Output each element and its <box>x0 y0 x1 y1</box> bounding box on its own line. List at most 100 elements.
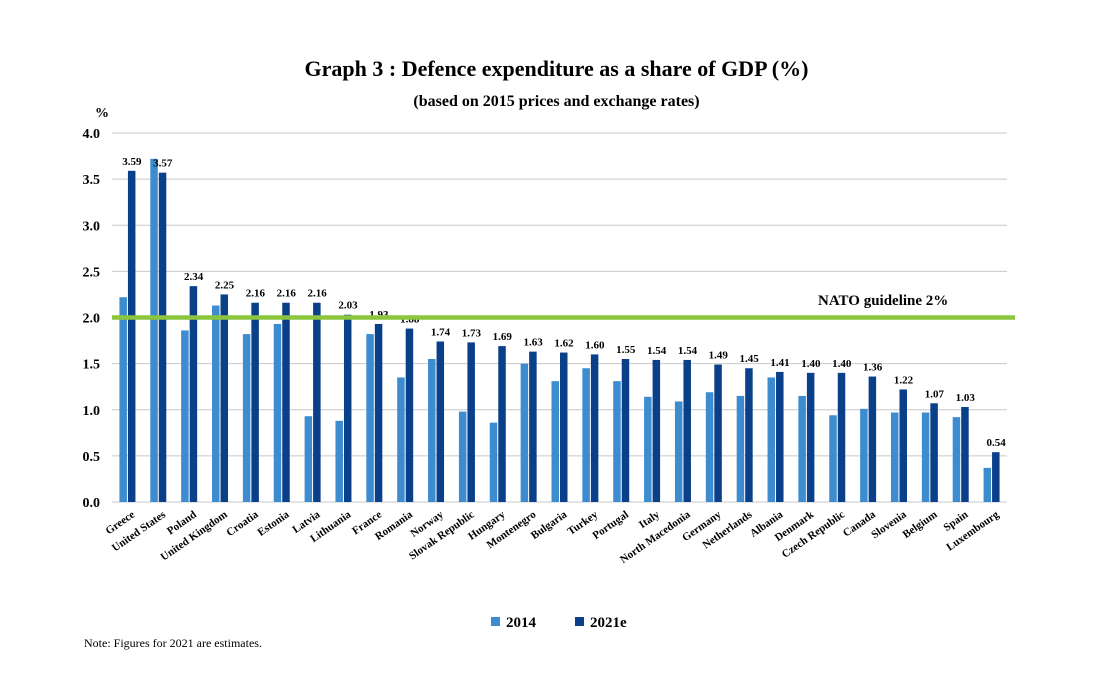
bar-2014 <box>366 334 374 502</box>
bar-2021e <box>652 359 661 502</box>
y-tick-label: 2.0 <box>83 312 101 327</box>
bar-2014 <box>767 377 776 502</box>
data-label: 2.34 <box>184 271 204 283</box>
bar-2021e <box>776 371 784 502</box>
bar-2021e <box>158 172 167 503</box>
data-label: 2.16 <box>246 288 266 300</box>
bar-2021e <box>745 368 753 502</box>
chart-subtitle: (based on 2015 prices and exchange rates… <box>413 93 700 110</box>
y-tick-label: 2.5 <box>83 265 101 280</box>
bar-2021e <box>899 389 907 502</box>
data-label: 3.59 <box>122 156 142 168</box>
bar-2021e <box>590 354 599 502</box>
data-label: 1.07 <box>925 388 945 400</box>
bar-2014 <box>150 158 158 502</box>
bar-2021e <box>560 352 568 502</box>
bar-2014 <box>952 417 961 502</box>
bar-2014 <box>582 368 590 502</box>
bar-2014 <box>428 359 436 502</box>
bar-2021e <box>714 364 722 502</box>
data-label: 3.57 <box>153 158 173 170</box>
data-label: 1.74 <box>431 326 451 338</box>
data-label: 1.63 <box>524 337 544 349</box>
bar-2014 <box>489 422 498 502</box>
data-label: 1.54 <box>678 345 698 357</box>
data-label: 1.55 <box>616 344 636 356</box>
y-tick-label: 3.5 <box>83 173 101 188</box>
legend-swatch-2021e <box>575 617 584 626</box>
data-label: 1.49 <box>709 350 729 362</box>
data-label: 2.16 <box>307 288 327 300</box>
bar-2014 <box>921 412 930 502</box>
data-label: 1.40 <box>832 358 852 370</box>
y-tick-label: 0.5 <box>83 450 101 465</box>
bar-2021e <box>961 406 969 502</box>
bar-2014 <box>458 411 467 502</box>
bar-2021e <box>930 403 938 502</box>
data-label: 2.25 <box>215 279 235 291</box>
bar-2021e <box>529 351 537 502</box>
data-label: 1.41 <box>770 357 789 369</box>
legend-label-2014: 2014 <box>506 615 537 631</box>
bar-2021e <box>837 372 846 502</box>
bar-2014 <box>551 381 559 502</box>
bar-2014 <box>119 297 127 502</box>
data-label: 2.03 <box>338 300 358 312</box>
bar-2014 <box>644 396 652 502</box>
bar-2021e <box>868 376 877 502</box>
nato-guideline-label: NATO guideline 2% <box>818 293 948 309</box>
bar-2021e <box>282 302 290 502</box>
data-label: 1.22 <box>894 374 914 386</box>
bar-2014 <box>860 408 868 502</box>
bar-2014 <box>212 305 220 502</box>
bar-2021e <box>806 372 815 502</box>
bar-2021e <box>621 359 630 502</box>
bar-2021e <box>251 302 259 502</box>
data-label: 1.40 <box>801 358 821 370</box>
bar-2014 <box>304 416 313 502</box>
bar-2021e <box>498 346 506 502</box>
bar-2021e <box>374 323 383 502</box>
data-label: 2.16 <box>277 288 297 300</box>
bar-2014 <box>181 330 189 502</box>
x-tick-label: Bulgaria <box>529 508 570 542</box>
data-label: 0.54 <box>986 437 1006 449</box>
y-axis-label: % <box>95 106 109 121</box>
bar-2021e <box>313 302 321 502</box>
bar-2014 <box>397 377 405 502</box>
x-tick-label: Estonia <box>256 508 292 538</box>
data-label: 1.03 <box>956 392 976 404</box>
bar-2021e <box>405 328 414 502</box>
bar-2014 <box>520 363 529 502</box>
bar-2014 <box>829 415 837 502</box>
y-tick-label: 4.0 <box>83 127 101 142</box>
bar-2021e <box>467 342 475 502</box>
data-label: 1.73 <box>462 327 482 339</box>
legend-label-2021e: 2021e <box>590 615 627 631</box>
bar-2014 <box>335 420 343 502</box>
bar-2021e <box>436 341 445 502</box>
bar-2014 <box>705 392 714 502</box>
data-label: 1.36 <box>863 362 883 374</box>
bar-2014 <box>736 395 745 502</box>
chart-title: Graph 3 : Defence expenditure as a share… <box>304 56 809 81</box>
bar-2014 <box>798 395 806 502</box>
data-label: 1.69 <box>493 331 513 343</box>
bar-2021e <box>189 286 198 502</box>
y-tick-label: 3.0 <box>83 219 101 234</box>
bar-2014 <box>613 381 621 502</box>
y-tick-label: 1.0 <box>83 404 101 419</box>
data-label: 1.60 <box>585 339 605 351</box>
bar-2014 <box>890 412 899 502</box>
bar-2021e <box>220 294 229 502</box>
bar-2021e <box>127 170 136 502</box>
y-tick-label: 1.5 <box>83 358 101 373</box>
x-tick-label: Belgium <box>901 509 940 541</box>
data-label: 1.45 <box>740 353 760 365</box>
legend-swatch-2014 <box>491 617 500 626</box>
bar-2021e <box>343 314 352 502</box>
data-label: 1.54 <box>647 345 667 357</box>
bar-2021e <box>992 452 1000 502</box>
bar-2014 <box>273 323 282 502</box>
